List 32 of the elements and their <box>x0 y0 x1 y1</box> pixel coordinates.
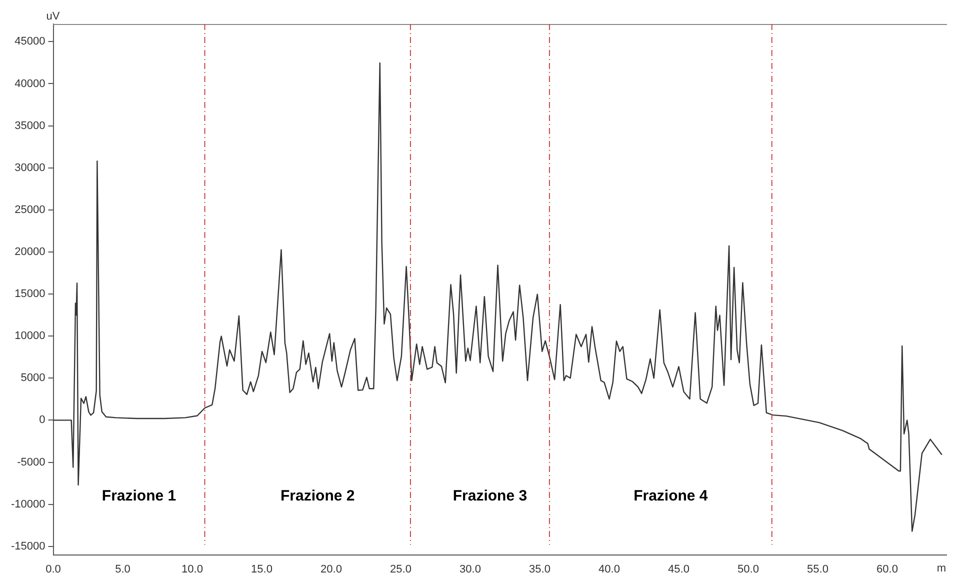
x-tick-label: 0.0 <box>46 563 61 576</box>
y-tick-label: 5000 <box>20 372 46 384</box>
x-tick-label: 20.0 <box>320 563 342 576</box>
y-tick-label: 0 <box>39 414 46 426</box>
x-tick-label: 30.0 <box>460 563 481 576</box>
annotation: Frazione 4 <box>634 488 708 505</box>
annotation: Frazione 1 <box>102 488 176 505</box>
x-tick-label: 50.0 <box>738 563 759 576</box>
y-tick-label: -15000 <box>10 540 46 552</box>
x-tick-label: 10.0 <box>182 563 203 576</box>
y-axis-title: uV <box>46 10 60 23</box>
y-tick-label: -5000 <box>17 456 46 468</box>
x-tick-label: 15.0 <box>251 563 272 576</box>
y-tick-label: 10000 <box>14 330 46 342</box>
y-tick-label: 35000 <box>14 120 46 132</box>
x-tick-label: 55.0 <box>807 563 828 576</box>
y-tick-label: 40000 <box>14 78 46 90</box>
x-tick-label: 40.0 <box>598 563 620 576</box>
annotation: Frazione 2 <box>280 488 355 505</box>
x-axis-title: m <box>936 562 946 574</box>
y-tick-label: 15000 <box>14 288 46 300</box>
x-tick-label: 25.0 <box>390 563 412 576</box>
y-tick-label: 45000 <box>14 36 46 48</box>
y-tick-label: 25000 <box>14 204 46 216</box>
y-tick-label: 20000 <box>14 246 46 258</box>
x-tick-label: 45.0 <box>668 563 690 576</box>
y-tick-label: -10000 <box>10 498 46 510</box>
x-tick-label: 60.0 <box>876 563 898 576</box>
y-tick-label: 30000 <box>14 162 46 174</box>
annotation: Frazione 3 <box>452 488 528 505</box>
x-tick-label: 5.0 <box>115 563 130 576</box>
x-tick-label: 35.0 <box>529 563 550 576</box>
